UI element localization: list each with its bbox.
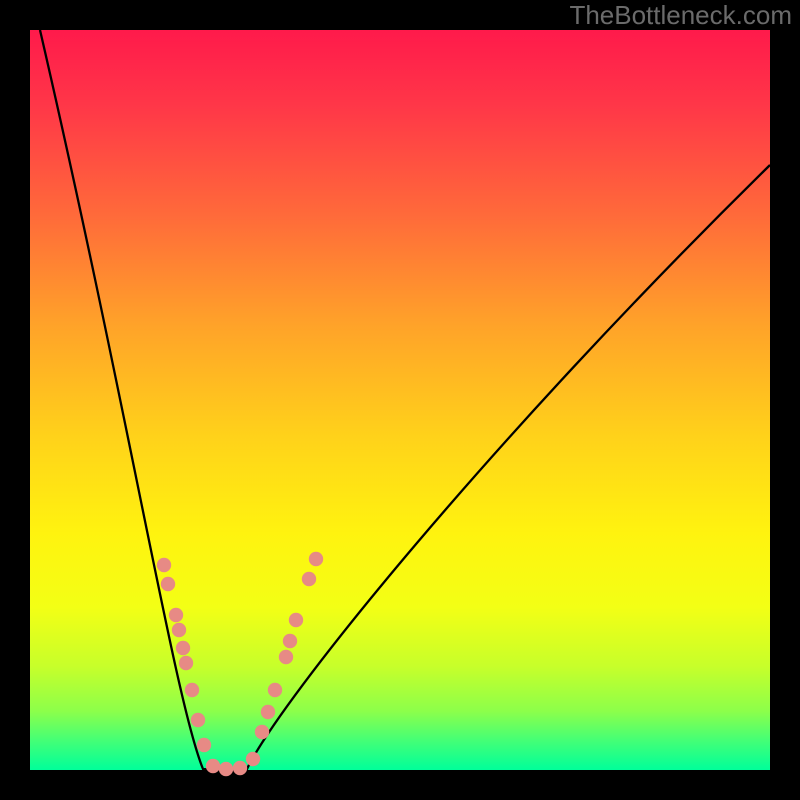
plot-area: [30, 30, 770, 770]
data-point: [161, 577, 175, 591]
data-point: [279, 650, 293, 664]
data-point: [191, 713, 205, 727]
data-point: [268, 683, 282, 697]
data-point: [309, 552, 323, 566]
data-point: [302, 572, 316, 586]
data-point: [283, 634, 297, 648]
data-point: [246, 752, 260, 766]
data-point: [185, 683, 199, 697]
data-point: [197, 738, 211, 752]
data-point: [206, 759, 220, 773]
bottleneck-chart: [0, 0, 800, 800]
data-point: [176, 641, 190, 655]
data-point: [179, 656, 193, 670]
data-point: [233, 761, 247, 775]
data-point: [261, 705, 275, 719]
data-point: [172, 623, 186, 637]
chart-root: TheBottleneck.com: [0, 0, 800, 800]
data-point: [169, 608, 183, 622]
data-point: [157, 558, 171, 572]
data-point: [289, 613, 303, 627]
data-point: [255, 725, 269, 739]
data-point: [219, 762, 233, 776]
